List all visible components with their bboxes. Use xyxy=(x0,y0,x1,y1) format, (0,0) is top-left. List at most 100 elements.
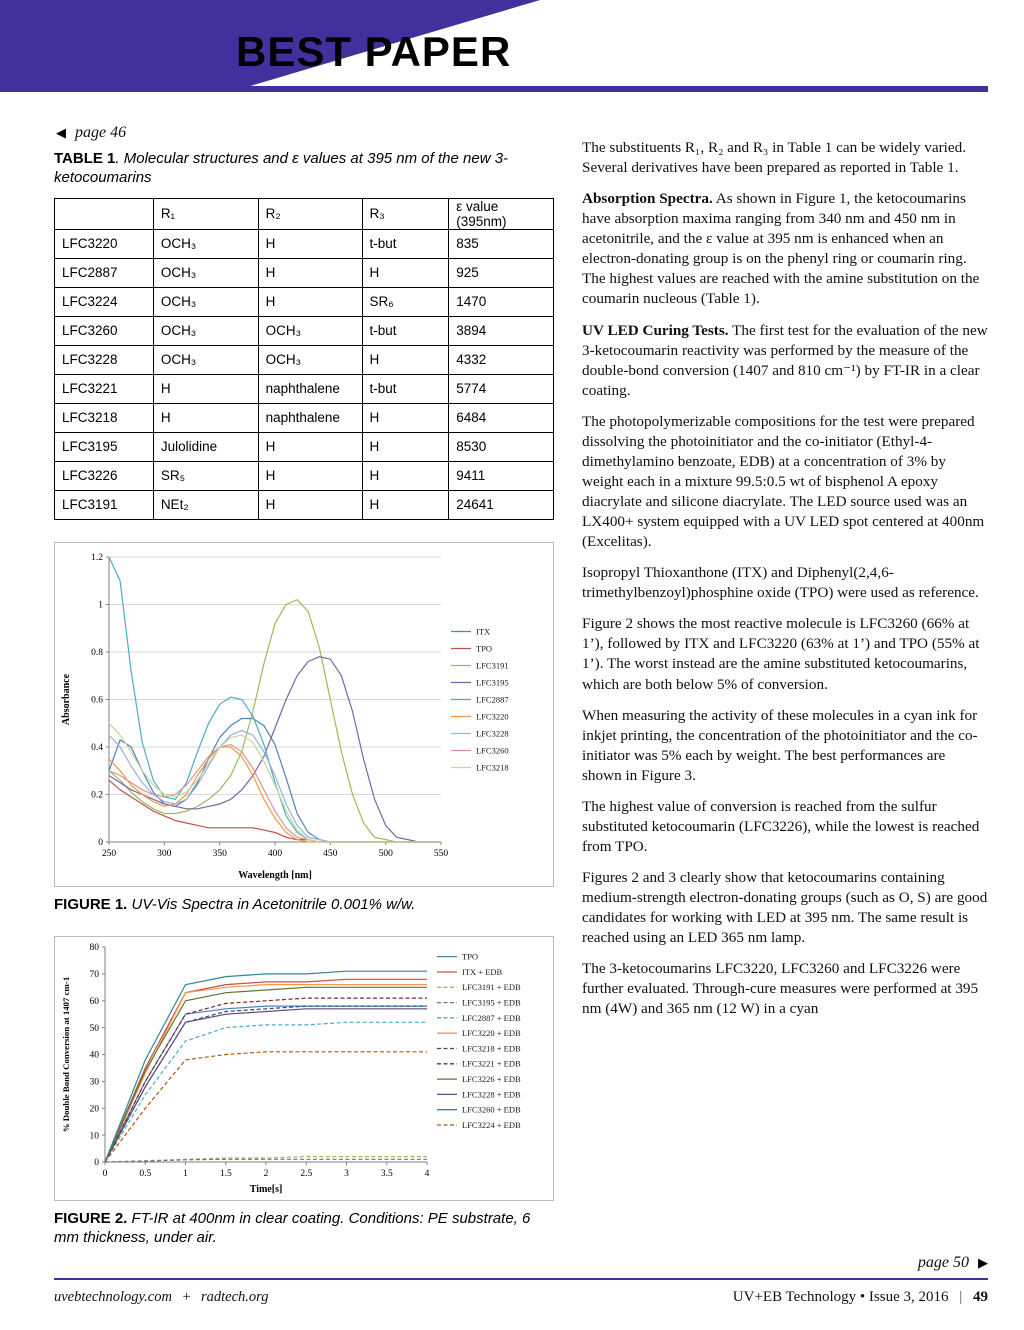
prev-page-label: page 46 xyxy=(75,124,127,141)
svg-text:LFC3226 + EDB: LFC3226 + EDB xyxy=(462,1074,521,1084)
table-cell: 925 xyxy=(448,257,554,288)
svg-text:LFC3260: LFC3260 xyxy=(476,745,509,755)
svg-text:TPO: TPO xyxy=(462,952,478,962)
figure1-caption-label: FIGURE 1. xyxy=(54,895,128,913)
table-cell: LFC3260 xyxy=(54,315,154,346)
svg-text:2.5: 2.5 xyxy=(300,1169,312,1179)
table1-head: R₁ R₂ R₃ ε value (395nm) xyxy=(54,197,554,230)
table-cell: t-but xyxy=(361,373,450,404)
table-row: LFC2887 OCH₃ H H 925 xyxy=(54,257,554,288)
table-cell: Julolidine xyxy=(152,431,259,462)
table-header-cell: ε value (395nm) xyxy=(448,197,554,230)
table1-caption-text: . Molecular structures and ε values at 3… xyxy=(54,150,509,186)
table-header-cell: R₂ xyxy=(257,197,363,230)
article-column: The substituents R₁, R₂ and R₃ in Table … xyxy=(582,122,988,1248)
table-cell: H xyxy=(257,228,363,259)
svg-text:Time[s]: Time[s] xyxy=(250,1184,283,1195)
prev-page-nav[interactable]: ◀ page 46 xyxy=(56,124,554,142)
table-cell: 835 xyxy=(448,228,554,259)
figure1-caption-text: UV-Vis Spectra in Acetonitrile 0.001% w/… xyxy=(127,895,416,913)
table-cell: LFC3218 xyxy=(54,402,154,433)
svg-text:20: 20 xyxy=(90,1105,100,1115)
svg-text:4: 4 xyxy=(425,1169,430,1179)
table-header-cell: R₁ xyxy=(152,197,259,230)
footer-link-uvebtechnology[interactable]: uvebtechnology.com xyxy=(54,1289,172,1305)
svg-text:0.6: 0.6 xyxy=(91,695,103,705)
footer-link-separator: + xyxy=(181,1289,192,1305)
table-cell: SR₆ xyxy=(361,286,450,317)
table-cell: SR₅ xyxy=(152,460,259,491)
table-cell: H xyxy=(257,257,363,288)
svg-text:400: 400 xyxy=(268,849,283,859)
table-cell: OCH₃ xyxy=(257,344,363,375)
table-cell: naphthalene xyxy=(257,373,363,404)
svg-text:10: 10 xyxy=(90,1132,100,1142)
table-cell: 24641 xyxy=(448,489,554,520)
svg-text:0: 0 xyxy=(98,838,103,848)
figure1-caption: FIGURE 1. UV-Vis Spectra in Acetonitrile… xyxy=(54,896,554,915)
figure2-chart: 0 10 20 30 40 50 60 70 80 0 0.5 1 1.5 2 2.5 3 3.5 4 TPO ITX… xyxy=(61,943,521,1195)
svg-text:70: 70 xyxy=(90,970,100,980)
svg-text:TPO: TPO xyxy=(476,643,492,653)
svg-text:Absorbance: Absorbance xyxy=(61,673,72,725)
table-cell: LFC3220 xyxy=(54,228,154,259)
table-cell: H xyxy=(257,431,363,462)
figure2-caption-label: FIGURE 2. xyxy=(54,1210,128,1228)
table-cell: 3894 xyxy=(448,315,554,346)
table-row: LFC3226 SR₅ H H 9411 xyxy=(54,460,554,491)
table-cell: H xyxy=(361,257,450,288)
figure2-box: 0 10 20 30 40 50 60 70 80 0 0.5 1 1.5 2 2.5 3 3.5 4 TPO ITX… xyxy=(54,936,554,1202)
table-row: LFC3260 OCH₃ OCH₃ t-but 3894 xyxy=(54,315,554,346)
article-paragraph: Figures 2 and 3 clearly show that ketoco… xyxy=(582,869,988,947)
header-rule xyxy=(218,86,988,92)
table-cell: H xyxy=(361,489,450,520)
table-cell: OCH₃ xyxy=(152,315,259,346)
table-cell: H xyxy=(361,431,450,462)
left-column: ◀ page 46 TABLE 1. Molecular structures … xyxy=(54,122,554,1248)
article-paragraph: Absorption Spectra. As shown in Figure 1… xyxy=(582,190,980,308)
figure1-box: 0 0.2 0.4 0.6 0.8 1 1.2 250 300 350 400 450 500 550 IT… xyxy=(54,541,554,887)
svg-text:0.2: 0.2 xyxy=(91,790,103,800)
svg-text:LFC2887 + EDB: LFC2887 + EDB xyxy=(462,1013,521,1023)
svg-text:80: 80 xyxy=(90,943,100,953)
table-cell: t-but xyxy=(361,228,450,259)
table-cell: LFC3226 xyxy=(54,460,154,491)
svg-text:LFC3224 + EDB: LFC3224 + EDB xyxy=(462,1120,521,1130)
table-cell: LFC3224 xyxy=(54,286,154,317)
svg-text:Wavelength [nm]: Wavelength [nm] xyxy=(238,870,312,881)
table-cell: H xyxy=(361,460,450,491)
figure2-caption: FIGURE 2. FT-IR at 400nm in clear coatin… xyxy=(54,1210,554,1248)
svg-text:LFC3191: LFC3191 xyxy=(476,660,509,670)
next-page-nav[interactable]: page 50 ▶ xyxy=(918,1254,988,1272)
svg-text:1: 1 xyxy=(183,1169,188,1179)
svg-text:LFC3218: LFC3218 xyxy=(476,762,509,772)
svg-text:3: 3 xyxy=(344,1169,349,1179)
svg-text:250: 250 xyxy=(102,849,117,859)
table-row: LFC3191 NEt₂ H H 24641 xyxy=(54,489,554,520)
paragraph-lead: Absorption Spectra. xyxy=(582,190,713,208)
prev-page-icon: ◀ xyxy=(56,125,66,140)
footer-link-radtech[interactable]: radtech.org xyxy=(201,1289,269,1305)
article-paragraph: The 3-ketocoumarins LFC3220, LFC3260 and… xyxy=(582,960,979,1018)
next-page-label: page 50 xyxy=(917,1254,969,1271)
svg-text:LFC3218 + EDB: LFC3218 + EDB xyxy=(462,1044,521,1054)
table-cell: LFC2887 xyxy=(54,257,154,288)
table-cell: H xyxy=(257,460,363,491)
table-cell: H xyxy=(257,489,363,520)
table-cell: H xyxy=(152,402,259,433)
table-cell: OCH₃ xyxy=(152,228,259,259)
article-paragraph: The highest value of conversion is reach… xyxy=(582,797,980,855)
article-paragraph: The substituents R₁, R₂ and R₃ in Table … xyxy=(582,139,967,177)
table-cell: LFC3221 xyxy=(54,373,154,404)
svg-text:1: 1 xyxy=(98,600,103,610)
svg-text:350: 350 xyxy=(213,849,228,859)
table-cell: LFC3191 xyxy=(54,489,154,520)
table-cell: 9411 xyxy=(448,460,554,491)
svg-text:% Double Bond Conversion at 14: % Double Bond Conversion at 1407 cm-1 xyxy=(61,977,71,1132)
table-cell: 6484 xyxy=(448,402,554,433)
svg-text:LFC3191 + EDB: LFC3191 + EDB xyxy=(462,982,521,992)
table-row: LFC3224 OCH₃ H SR₆ 1470 xyxy=(54,286,554,317)
table-cell: 1470 xyxy=(448,286,554,317)
